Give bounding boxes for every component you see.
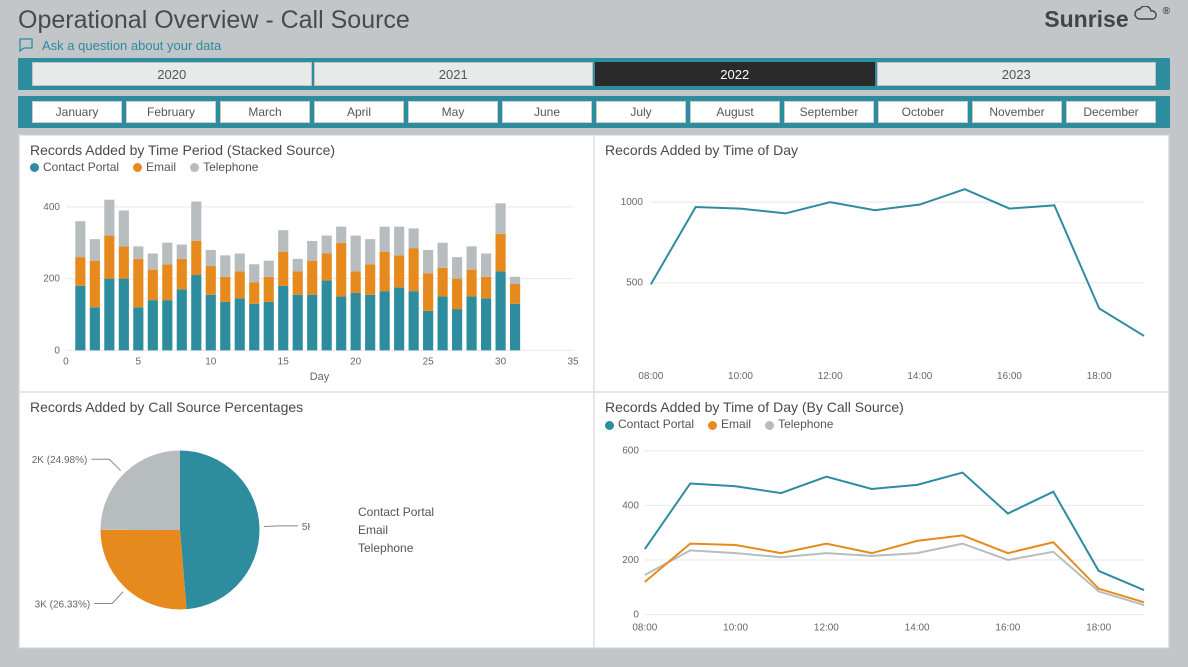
svg-text:15: 15 (278, 356, 290, 367)
svg-text:10:00: 10:00 (723, 623, 748, 634)
month-button-november[interactable]: November (972, 101, 1062, 123)
month-button-september[interactable]: September (784, 101, 874, 123)
month-button-may[interactable]: May (408, 101, 498, 123)
legend-telephone: Telephone (203, 160, 258, 174)
svg-text:35: 35 (567, 356, 579, 367)
svg-text:400: 400 (622, 501, 639, 512)
ask-question-label: Ask a question about your data (42, 38, 221, 53)
month-filter-bar: JanuaryFebruaryMarchAprilMayJuneJulyAugu… (18, 96, 1170, 128)
ask-question-row[interactable]: Ask a question about your data (18, 37, 410, 53)
registered-icon: ® (1163, 6, 1170, 17)
pie-chart: 5K (48.69%) 3K (26.33%) 2K (24.98%) (30, 420, 310, 640)
pie-chart-title: Records Added by Call Source Percentages (30, 399, 583, 415)
svg-text:12:00: 12:00 (818, 371, 843, 382)
svg-text:16:00: 16:00 (997, 371, 1022, 382)
legend-email-2: Email (721, 417, 751, 431)
svg-text:0: 0 (63, 356, 69, 367)
legend-email: Email (146, 160, 176, 174)
svg-text:25: 25 (423, 356, 435, 367)
svg-text:14:00: 14:00 (905, 623, 930, 634)
month-button-january[interactable]: January (32, 101, 122, 123)
pie-legend-telephone: Telephone (350, 541, 434, 555)
page-title: Operational Overview - Call Source (18, 6, 410, 35)
svg-text:200: 200 (43, 274, 60, 285)
svg-text:200: 200 (622, 555, 639, 566)
month-button-june[interactable]: June (502, 101, 592, 123)
svg-text:30: 30 (495, 356, 507, 367)
svg-text:0: 0 (633, 610, 639, 621)
chat-icon (18, 37, 34, 53)
tod-chart-panel: Records Added by Time of Day 500 1000 08:0… (594, 135, 1169, 392)
tod-by-source-title: Records Added by Time of Day (By Call So… (605, 399, 1158, 415)
svg-text:400: 400 (43, 202, 60, 213)
legend-telephone-2: Telephone (778, 417, 833, 431)
legend-contact-portal: Contact Portal (43, 160, 119, 174)
tod-by-source-legend: Contact Portal Email Telephone (605, 417, 1158, 431)
tod-chart-title: Records Added by Time of Day (605, 142, 1158, 158)
svg-text:3K (26.33%): 3K (26.33%) (35, 600, 91, 611)
svg-text:10:00: 10:00 (728, 371, 753, 382)
svg-text:18:00: 18:00 (1086, 623, 1111, 634)
svg-text:20: 20 (350, 356, 362, 367)
tod-by-source-line-chart: 0 200 400 600 08:00 10:00 12:00 14:00 16:00 18:00 (605, 435, 1158, 643)
svg-text:08:00: 08:00 (638, 371, 663, 382)
svg-text:5K (48.69%): 5K (48.69%) (302, 522, 310, 533)
svg-text:Day: Day (310, 371, 330, 383)
month-button-october[interactable]: October (878, 101, 968, 123)
month-button-february[interactable]: February (126, 101, 216, 123)
month-button-march[interactable]: March (220, 101, 310, 123)
svg-text:5: 5 (136, 356, 142, 367)
legend-contact-portal-2: Contact Portal (618, 417, 694, 431)
stacked-chart-title: Records Added by Time Period (Stacked So… (30, 142, 583, 158)
year-filter-bar: 2020202120222023 (18, 58, 1170, 90)
year-button-2020[interactable]: 2020 (32, 62, 312, 86)
svg-text:18:00: 18:00 (1087, 371, 1112, 382)
svg-text:10: 10 (205, 356, 217, 367)
svg-text:500: 500 (626, 278, 643, 289)
brand-logo: Sunrise ® (1044, 6, 1170, 33)
year-button-2023[interactable]: 2023 (877, 62, 1157, 86)
month-button-july[interactable]: July (596, 101, 686, 123)
month-button-december[interactable]: December (1066, 101, 1156, 123)
brand-label: Sunrise (1044, 6, 1128, 33)
stacked-bar-chart: 0 200 400 0 5 10 15 20 25 30 35 Day (30, 178, 583, 387)
cloud-icon (1133, 6, 1159, 22)
pie-legend-contact_portal: Contact Portal (350, 505, 434, 519)
tod-line-chart: 500 1000 08:00 10:00 12:00 14:00 16:00 18:00 (605, 166, 1158, 387)
svg-text:16:00: 16:00 (995, 623, 1020, 634)
svg-text:08:00: 08:00 (632, 623, 657, 634)
stacked-chart-panel: Records Added by Time Period (Stacked So… (19, 135, 594, 392)
svg-text:600: 600 (622, 446, 639, 457)
stacked-legend: Contact Portal Email Telephone (30, 160, 583, 174)
svg-text:2K (24.98%): 2K (24.98%) (32, 455, 88, 466)
year-button-2022[interactable]: 2022 (595, 62, 875, 86)
svg-text:0: 0 (54, 345, 60, 356)
svg-text:12:00: 12:00 (814, 623, 839, 634)
tod-by-source-panel: Records Added by Time of Day (By Call So… (594, 392, 1169, 648)
pie-chart-panel: Records Added by Call Source Percentages… (19, 392, 594, 648)
year-button-2021[interactable]: 2021 (314, 62, 594, 86)
svg-text:14:00: 14:00 (907, 371, 932, 382)
month-button-april[interactable]: April (314, 101, 404, 123)
month-button-august[interactable]: August (690, 101, 780, 123)
svg-text:1000: 1000 (621, 197, 644, 208)
pie-legend-email: Email (350, 523, 434, 537)
pie-legend: Contact Portal Email Telephone (350, 501, 434, 559)
